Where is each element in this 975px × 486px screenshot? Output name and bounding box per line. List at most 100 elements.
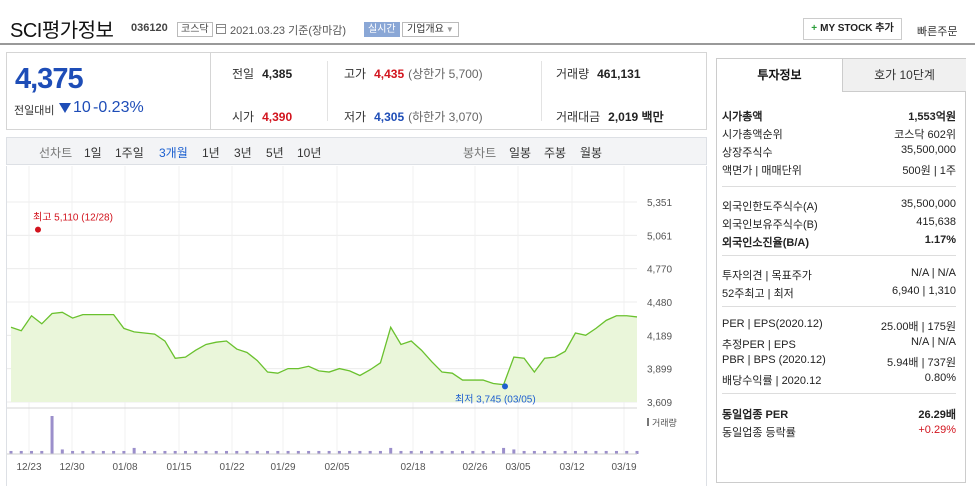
period-1d[interactable]: 1일 — [84, 146, 102, 160]
volume-bar — [225, 450, 229, 454]
section-divider — [722, 393, 956, 394]
volume-bar — [532, 450, 536, 454]
side-info-value: 5.94배 | 737원 — [887, 357, 956, 369]
candle-monthly[interactable]: 월봉 — [580, 146, 603, 160]
volume-bar — [163, 450, 167, 454]
period-3m[interactable]: 3개월 — [159, 146, 188, 160]
volume-bar — [266, 450, 270, 454]
candle-weekly[interactable]: 주봉 — [544, 146, 567, 160]
volume-bar — [491, 450, 495, 454]
current-price-panel: 4,375 전일대비 10 -0.23% — [6, 52, 210, 130]
period-10y[interactable]: 10년 — [297, 146, 322, 160]
volume-bar — [81, 450, 85, 454]
side-info-row: PBR | BPS (2020.12) 5.94배 | 737원 — [722, 352, 956, 370]
side-info-value: 코스닥 602위 — [894, 129, 956, 141]
realtime-button[interactable]: 실시간 — [364, 22, 400, 37]
side-info-label: 동일업종 등락률 — [722, 427, 796, 439]
stock-header: SCI평가정보 036120 코스닥 2021.03.23 기준(장마감) 실시… — [0, 0, 975, 45]
volume-bar — [112, 450, 116, 454]
side-info-row: PER | EPS(2020.12) 25.00배 | 175원 — [722, 316, 956, 334]
volume-bar — [214, 450, 218, 454]
side-info-value: N/A | N/A — [910, 267, 956, 279]
x-tick-label: 02/05 — [324, 462, 349, 473]
volume-bar — [553, 450, 557, 454]
side-info-label: 추정PER | EPS — [722, 339, 796, 351]
volume-bar — [235, 450, 239, 454]
y-tick-label: 4,189 — [647, 331, 672, 342]
side-info-label: 52주최고 | 최저 — [722, 288, 794, 300]
price-line — [10, 311, 638, 386]
volume-bar — [614, 450, 618, 454]
side-info-value: 35,500,000 — [900, 144, 956, 156]
x-tick-label: 03/19 — [611, 462, 636, 473]
volume-bar — [132, 447, 136, 454]
tab-order-book[interactable]: 호가 10단계 — [842, 59, 966, 92]
volume-bar — [9, 450, 13, 454]
line-chart-label: 선차트 — [39, 146, 73, 160]
side-info-row: 동일업종 PER 26.29배 — [722, 404, 956, 422]
y-tick-label: 5,061 — [647, 231, 672, 242]
volume-bar — [307, 450, 311, 454]
grid-divider — [327, 61, 328, 121]
mystock-add-button[interactable]: + MY STOCK 추가 — [803, 18, 902, 40]
corp-info-dropdown[interactable]: 기업개요 ▼ — [402, 22, 459, 37]
x-tick-label: 03/12 — [559, 462, 584, 473]
x-tick-label: 01/29 — [270, 462, 295, 473]
side-info-value: 0.80% — [924, 372, 956, 384]
y-tick-label: 4,770 — [647, 265, 672, 276]
stock-code: 036120 — [131, 22, 168, 34]
side-info-label: 시가총액 — [722, 111, 763, 123]
side-info-label: 배당수익률 | 2020.12 — [722, 375, 822, 387]
side-info-value: 6,940 | 1,310 — [891, 285, 956, 297]
period-1y[interactable]: 1년 — [202, 146, 220, 160]
volume-bar — [183, 450, 187, 454]
current-price: 4,375 — [15, 63, 84, 95]
side-info-row: 추정PER | EPS N/A | N/A — [722, 334, 956, 352]
side-info-value: 26.29배 — [918, 409, 956, 421]
volume-bar — [461, 450, 465, 454]
prev-close-cell: 전일 4,385 — [232, 67, 293, 81]
volume-bar — [60, 449, 64, 454]
side-info-label: 외국인소진율(B/A) — [722, 237, 809, 249]
high-marker — [35, 226, 41, 233]
volume-bar — [563, 450, 567, 454]
prev-diff-label: 전일대비 — [14, 105, 55, 117]
side-info-row: 투자의견 | 목표주가 N/A | N/A — [722, 265, 956, 283]
volume-bar — [502, 447, 506, 454]
period-3y[interactable]: 3년 — [234, 146, 252, 160]
y-tick-label: 5,351 — [647, 198, 672, 209]
volume-bar — [327, 450, 331, 454]
volume-bar — [153, 450, 157, 454]
volume-bar — [399, 450, 403, 454]
x-tick-label: 02/26 — [462, 462, 487, 473]
x-tick-label: 12/30 — [59, 462, 84, 473]
section-divider — [722, 306, 956, 307]
grid-divider — [541, 61, 542, 121]
volume-bar — [368, 450, 372, 454]
volume-bar — [481, 450, 485, 454]
side-info-row: 시가총액순위 코스닥 602위 — [722, 124, 956, 142]
high-label: 최고 5,110 (12/28) — [33, 212, 113, 224]
volume-legend-mark — [647, 418, 649, 426]
candle-daily[interactable]: 일봉 — [509, 146, 532, 160]
candle-chart-label: 봉차트 — [463, 146, 497, 160]
volume-bar — [358, 450, 362, 454]
side-info-label: 외국인보유주식수(B) — [722, 219, 818, 231]
period-1w[interactable]: 1주일 — [115, 146, 144, 160]
period-5y[interactable]: 5년 — [266, 146, 284, 160]
tab-investment-info[interactable]: 투자정보 — [717, 59, 842, 92]
quick-order-link[interactable]: 빠른주문 — [917, 26, 958, 38]
y-tick-label: 3,609 — [647, 398, 672, 409]
x-tick-label: 02/18 — [400, 462, 425, 473]
y-tick-label: 3,899 — [647, 365, 672, 376]
price-change: 10 — [73, 99, 91, 116]
open-price-cell: 시가 4,390 — [232, 110, 293, 124]
side-info-value: 1.17% — [924, 234, 956, 246]
volume-cell: 거래량 461,131 — [556, 67, 641, 81]
side-info-value: 500원 | 1주 — [902, 165, 956, 177]
volume-bar — [573, 450, 577, 454]
volume-bar — [286, 450, 290, 454]
side-info-row: 배당수익률 | 2020.12 0.80% — [722, 370, 956, 388]
volume-bar — [625, 450, 629, 454]
side-info-row: 외국인한도주식수(A) 35,500,000 — [722, 196, 956, 214]
